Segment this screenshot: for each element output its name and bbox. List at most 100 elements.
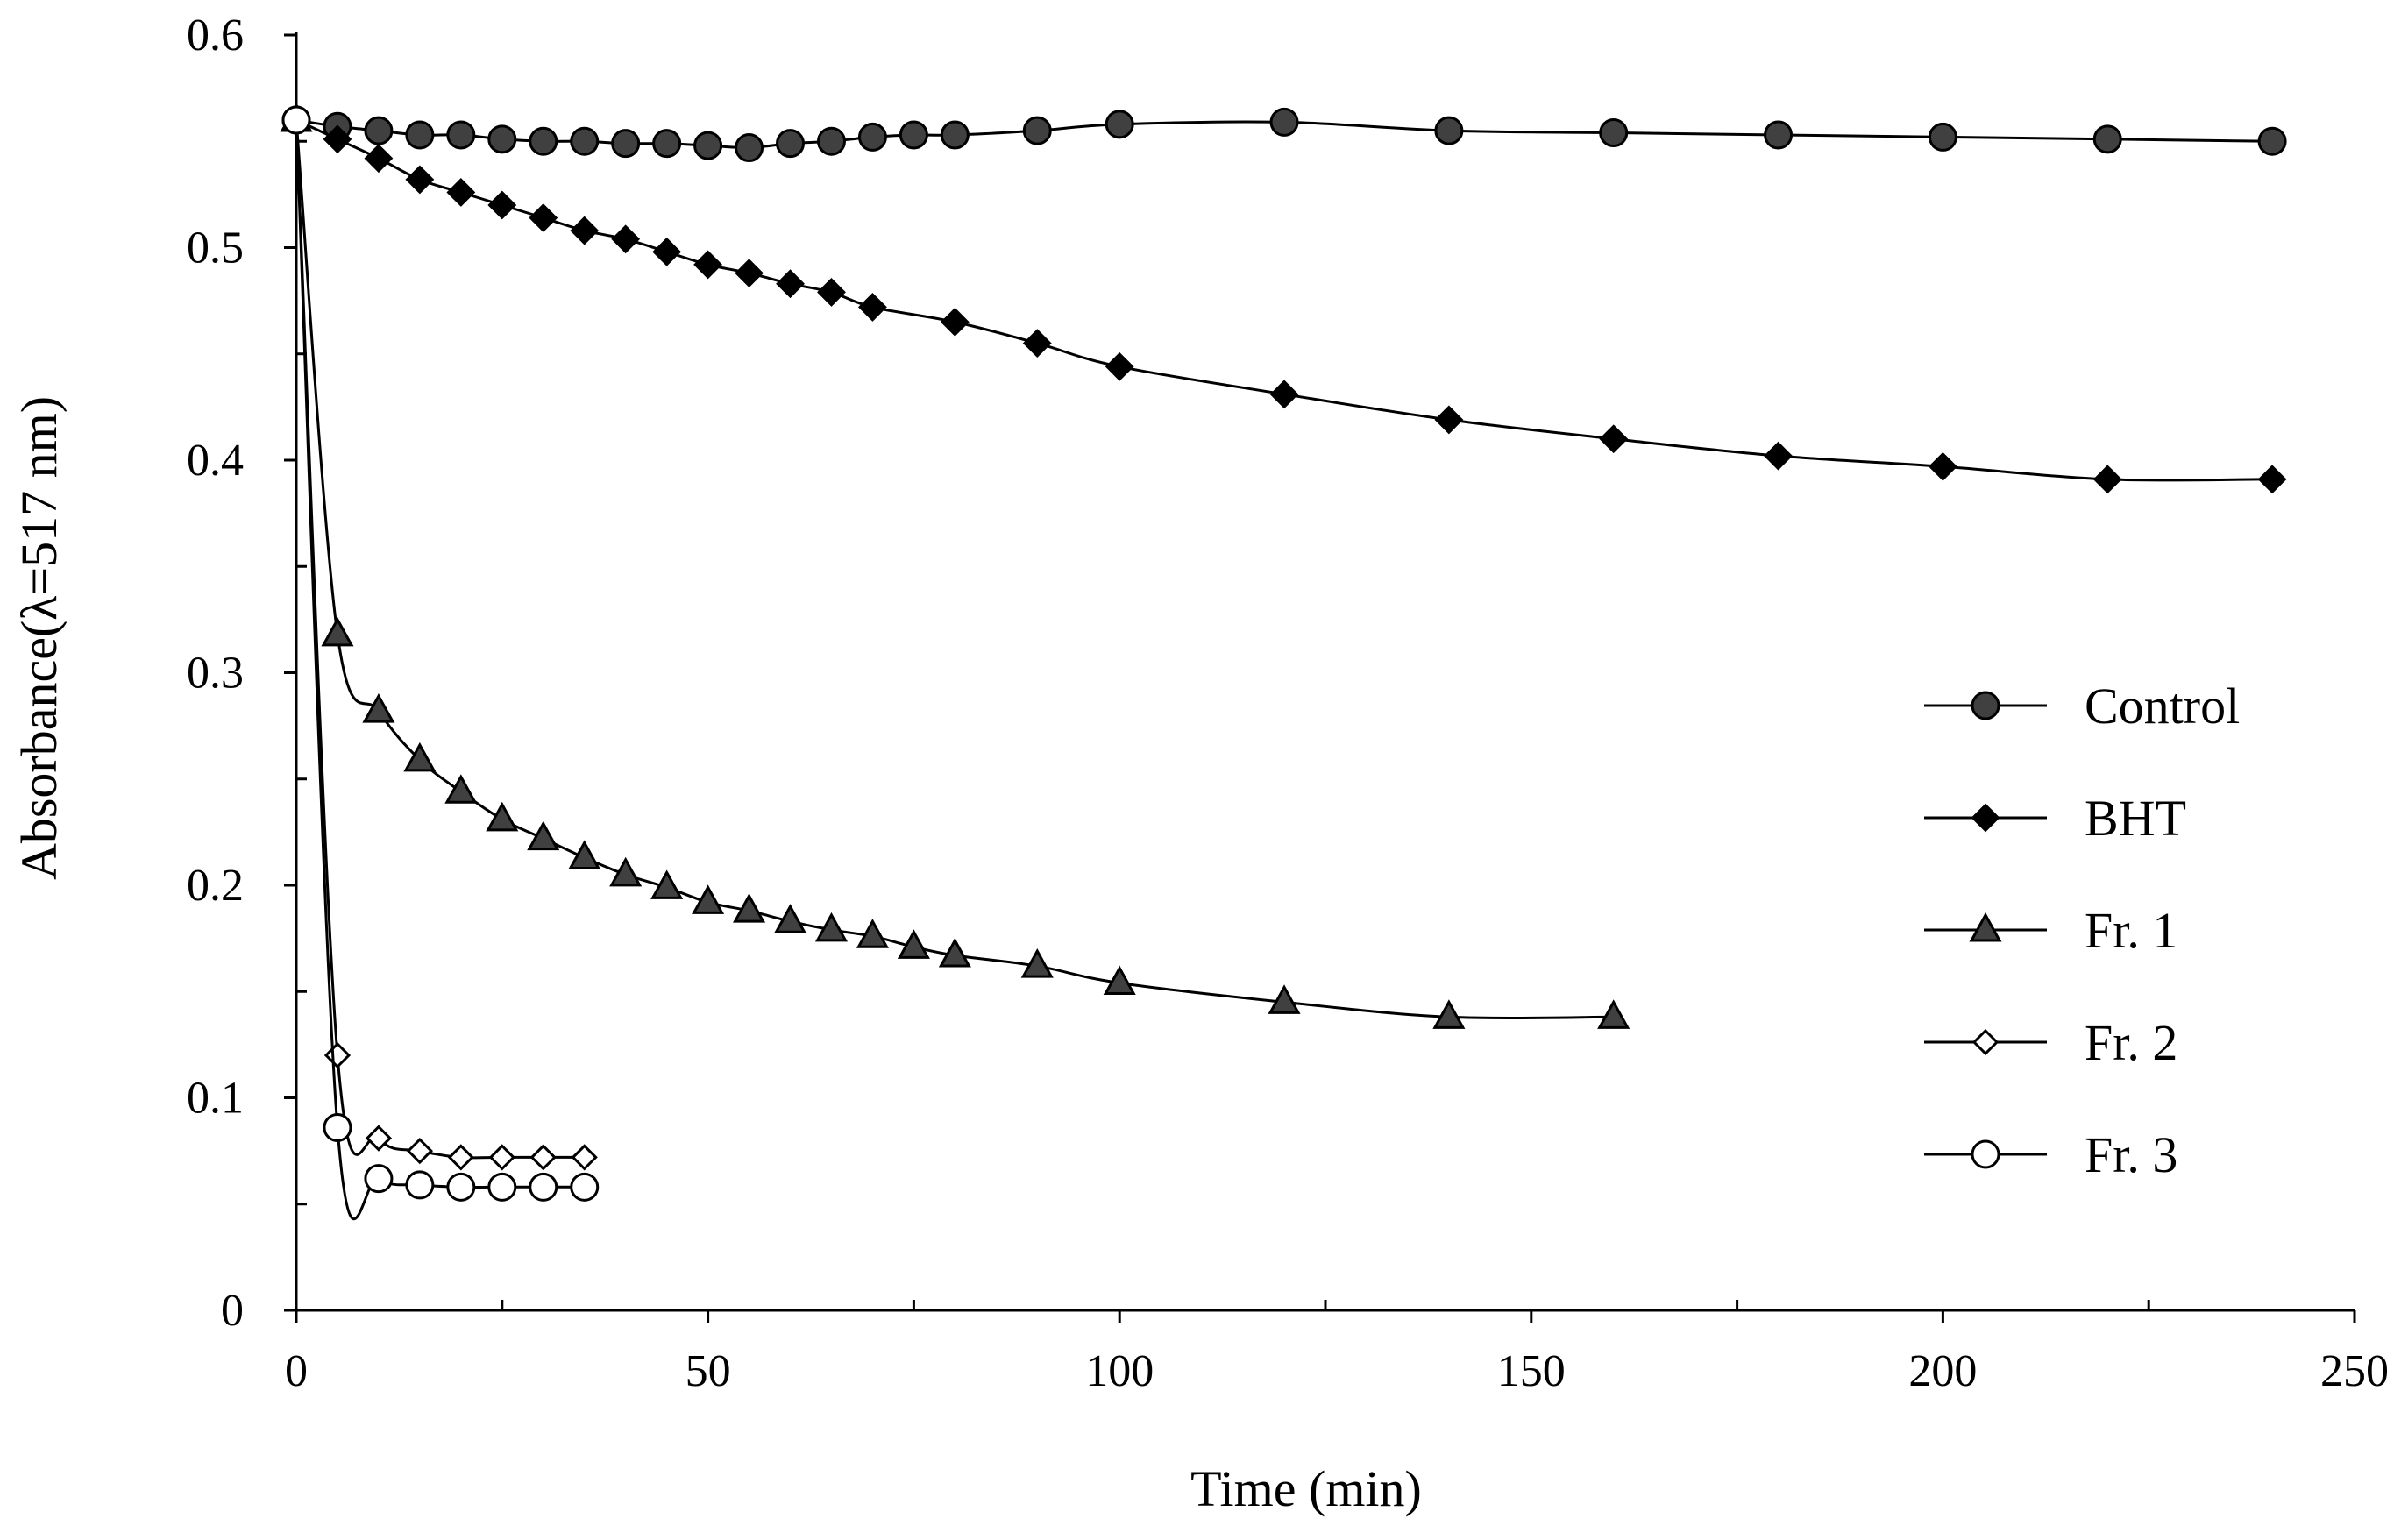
data-point-bht bbox=[735, 259, 764, 288]
data-point-control bbox=[1105, 110, 1134, 139]
data-point-fr-1 bbox=[486, 801, 519, 832]
data-point-control bbox=[1022, 116, 1052, 145]
legend-label: Fr. 3 bbox=[2085, 1126, 2177, 1183]
data-point-bht bbox=[652, 237, 682, 266]
data-point-control bbox=[611, 129, 641, 159]
y-tick-label: 0 bbox=[221, 1286, 244, 1336]
data-point-fr-1 bbox=[444, 774, 478, 804]
x-tick-label: 250 bbox=[2320, 1346, 2389, 1396]
data-point-bht bbox=[446, 178, 476, 207]
y-tick-label: 0.6 bbox=[187, 11, 244, 60]
data-point-bht bbox=[817, 278, 846, 307]
series-layer bbox=[280, 102, 2287, 1221]
data-point-bht bbox=[1434, 405, 1464, 435]
data-point-fr-2 bbox=[447, 1144, 474, 1171]
data-point-bht bbox=[487, 190, 517, 220]
data-point-control bbox=[693, 131, 723, 160]
data-point-fr-3 bbox=[487, 1172, 517, 1202]
data-point-bht bbox=[1105, 351, 1134, 381]
data-point-control bbox=[1599, 118, 1629, 148]
data-point-fr-1 bbox=[568, 840, 601, 869]
data-point-control bbox=[364, 116, 394, 145]
data-point-control bbox=[1764, 120, 1794, 150]
y-tick-label: 0.3 bbox=[187, 649, 244, 699]
data-point-fr-1 bbox=[733, 892, 766, 923]
series-fr-1 bbox=[280, 102, 1630, 1029]
data-point-bht bbox=[405, 165, 435, 195]
data-point-fr-1 bbox=[692, 884, 725, 914]
data-point-fr-3 bbox=[323, 1112, 352, 1142]
x-tick-label: 200 bbox=[1908, 1346, 1977, 1396]
y-axis-title: Absorbance(λ=517 nm) bbox=[11, 396, 67, 880]
data-point-bht bbox=[529, 203, 558, 232]
data-point-fr-1 bbox=[897, 929, 930, 959]
data-point-bht bbox=[323, 124, 352, 154]
legend-marker bbox=[1971, 1028, 2000, 1056]
data-point-control bbox=[446, 120, 476, 150]
data-point-control bbox=[1269, 107, 1299, 137]
data-point-fr-2 bbox=[571, 1144, 598, 1171]
data-point-fr-2 bbox=[529, 1144, 557, 1171]
legend-marker bbox=[1971, 803, 2000, 833]
y-tick-label: 0.5 bbox=[187, 224, 244, 273]
data-point-fr-1 bbox=[527, 820, 560, 851]
data-point-fr-1 bbox=[650, 869, 684, 899]
data-point-fr-1 bbox=[1103, 965, 1136, 996]
data-point-fr-2 bbox=[365, 1125, 393, 1152]
legend-item-control: Control bbox=[1924, 678, 2240, 735]
series-line-bht bbox=[295, 118, 2273, 482]
legend-marker bbox=[1971, 691, 2000, 720]
data-point-control bbox=[2092, 124, 2122, 154]
data-point-control bbox=[1928, 122, 1957, 152]
data-point-fr-1 bbox=[362, 693, 395, 723]
data-point-fr-3 bbox=[364, 1164, 394, 1194]
data-point-fr-1 bbox=[321, 616, 354, 647]
data-point-fr-1 bbox=[856, 919, 889, 948]
data-point-bht bbox=[1764, 441, 1793, 471]
data-point-fr-1 bbox=[938, 937, 971, 968]
data-point-control bbox=[652, 129, 682, 159]
data-point-control bbox=[899, 120, 928, 150]
data-point-bht bbox=[611, 224, 641, 254]
legend-label: BHT bbox=[2085, 790, 2186, 847]
data-point-fr-2 bbox=[323, 1041, 352, 1069]
y-tick-label: 0.1 bbox=[187, 1074, 244, 1124]
data-point-bht bbox=[1599, 424, 1629, 454]
data-point-bht bbox=[570, 216, 600, 245]
series-fr-3 bbox=[281, 105, 600, 1221]
data-point-bht bbox=[1022, 329, 1052, 358]
series-line-fr-1 bbox=[295, 119, 1614, 1020]
x-tick-label: 0 bbox=[285, 1346, 308, 1396]
x-tick-label: 50 bbox=[685, 1346, 731, 1396]
data-point-fr-2 bbox=[488, 1144, 515, 1171]
data-point-control bbox=[857, 122, 887, 152]
data-point-fr-1 bbox=[814, 912, 849, 942]
data-point-fr-1 bbox=[1268, 984, 1301, 1014]
data-point-fr-1 bbox=[609, 856, 643, 887]
legend-label: Fr. 1 bbox=[2085, 902, 2177, 959]
data-point-control bbox=[405, 120, 435, 150]
data-point-bht bbox=[2092, 465, 2122, 494]
data-point-bht bbox=[776, 269, 805, 299]
legend-marker bbox=[1969, 912, 2002, 942]
data-point-fr-1 bbox=[403, 742, 437, 772]
y-tick-label: 0.2 bbox=[187, 861, 244, 911]
x-tick-label: 150 bbox=[1497, 1346, 1566, 1396]
data-point-fr-1 bbox=[1020, 948, 1054, 978]
data-point-fr-1 bbox=[773, 904, 807, 933]
legend-label: Control bbox=[2085, 678, 2240, 735]
data-point-fr-3 bbox=[570, 1172, 600, 1202]
legend-marker bbox=[1971, 1139, 2000, 1169]
series-control bbox=[281, 105, 2287, 163]
data-point-bht bbox=[364, 144, 394, 174]
data-point-control bbox=[570, 126, 600, 156]
data-point-fr-3 bbox=[529, 1172, 558, 1202]
data-point-fr-1 bbox=[1432, 999, 1466, 1029]
legend-label: Fr. 2 bbox=[2085, 1014, 2177, 1071]
data-point-control bbox=[487, 124, 517, 154]
data-point-control bbox=[776, 129, 806, 159]
data-point-bht bbox=[2257, 465, 2287, 494]
y-tick-label: 0.4 bbox=[187, 436, 244, 486]
